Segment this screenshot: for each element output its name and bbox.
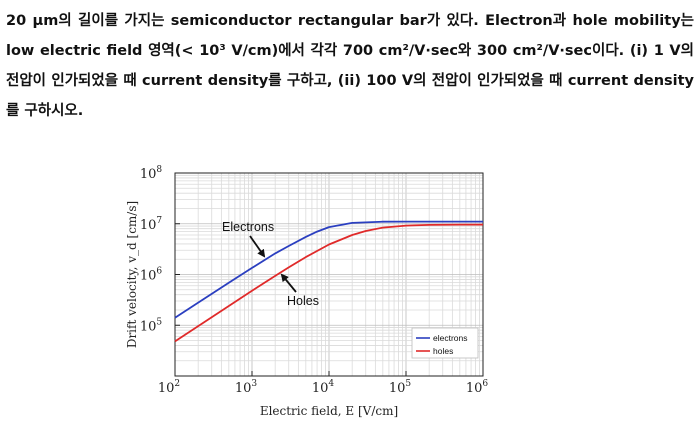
x-tick-label: 103 [235, 379, 258, 396]
y-tick-label: 106 [140, 267, 163, 284]
chart-axis-labels: Electric field, E [V/cm] Drift velocity, … [125, 201, 398, 418]
x-tick-label: 105 [389, 379, 412, 396]
y-axis-label: Drift velocity, v_d [cm/s] [125, 201, 139, 348]
x-tick-label: 104 [312, 379, 335, 396]
series-line-holes [174, 223, 483, 343]
y-tick-label: 108 [140, 165, 163, 182]
x-axis-label: Electric field, E [V/cm] [260, 404, 398, 418]
annotation-electrons-arrow [249, 235, 266, 258]
chart-series [174, 220, 483, 343]
legend-label-holes: holes [433, 346, 453, 356]
chart-legend: electrons holes [411, 327, 479, 359]
annotation-holes: Holes [287, 294, 319, 308]
x-tick-label: 102 [158, 379, 180, 396]
problem-statement: 20 μm의 길이를 가지는 semiconductor rectangular… [6, 6, 694, 126]
legend-box [411, 327, 479, 359]
chart-grid [174, 173, 483, 377]
legend-label-electrons: electrons [433, 333, 468, 343]
x-tick-label: 106 [466, 379, 489, 396]
y-tick-label: 107 [140, 216, 163, 233]
problem-text: 20 μm의 길이를 가지는 semiconductor rectangular… [6, 13, 694, 119]
annotation-holes-arrow [280, 273, 297, 293]
chart-ticks: 102 103 104 105 106 105 106 107 108 [140, 165, 489, 396]
y-tick-label: 105 [140, 317, 163, 334]
chart-annotations: Electrons Holes [222, 220, 319, 308]
series-line-electrons [174, 220, 483, 319]
annotation-electrons: Electrons [222, 220, 274, 234]
